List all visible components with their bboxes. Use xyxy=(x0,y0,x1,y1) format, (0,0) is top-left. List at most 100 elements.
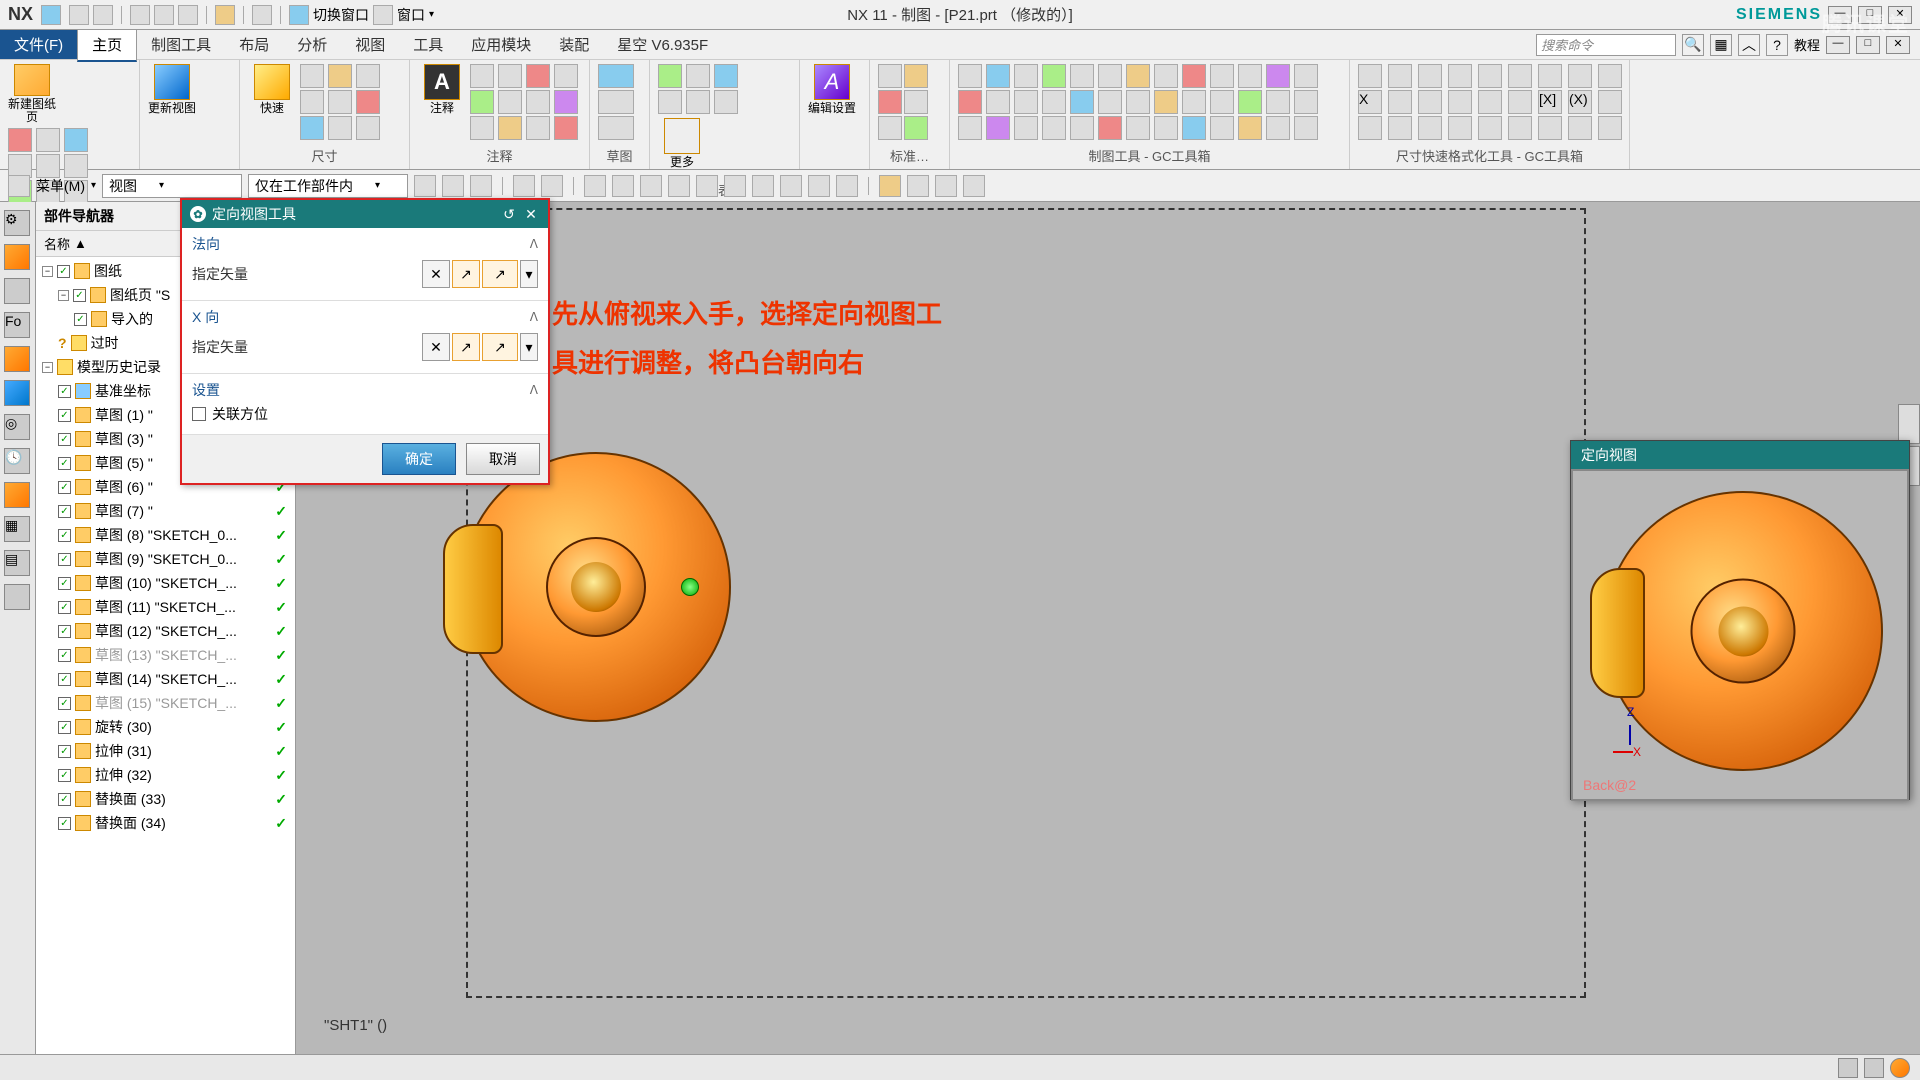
ribbon-icon[interactable] xyxy=(1294,116,1318,140)
ribbon-icon[interactable] xyxy=(1568,116,1592,140)
ribbon-icon[interactable] xyxy=(498,64,522,88)
tab-analysis[interactable]: 分析 xyxy=(283,29,341,60)
right-rail-button[interactable] xyxy=(1898,404,1920,444)
ribbon-icon[interactable] xyxy=(1070,116,1094,140)
ribbon-icon[interactable] xyxy=(686,90,710,114)
tab-tools[interactable]: 工具 xyxy=(399,29,457,60)
ribbon-icon[interactable] xyxy=(1448,64,1472,88)
tab-drafting-tools[interactable]: 制图工具 xyxy=(137,29,225,60)
window-icon[interactable] xyxy=(289,5,309,25)
ribbon-icon[interactable] xyxy=(1210,116,1234,140)
collapse-icon[interactable]: ᐱ xyxy=(530,237,538,251)
rail-icon[interactable]: ◎ xyxy=(4,414,30,440)
ribbon-icon[interactable] xyxy=(1042,64,1066,88)
ribbon-icon[interactable] xyxy=(1598,64,1622,88)
checkbox[interactable]: ✓ xyxy=(58,433,71,446)
ribbon-icon[interactable] xyxy=(598,90,634,114)
ribbon-icon[interactable] xyxy=(554,64,578,88)
ribbon-icon[interactable] xyxy=(1418,90,1442,114)
vector-pick-icon[interactable]: ↗ xyxy=(482,260,518,288)
tree-row[interactable]: ✓草图 (13) "SKETCH_...✓ xyxy=(38,643,293,667)
ribbon-icon[interactable] xyxy=(1126,90,1150,114)
rail-icon[interactable] xyxy=(4,278,30,304)
ribbon-icon[interactable] xyxy=(1266,116,1290,140)
help-icon[interactable]: ? xyxy=(1766,34,1788,56)
ribbon-icon[interactable] xyxy=(1538,64,1562,88)
rapid-button[interactable]: 快速 xyxy=(248,64,296,124)
ribbon-icon[interactable] xyxy=(64,154,88,178)
ribbon-icon[interactable]: X xyxy=(1358,90,1382,114)
orient-view-preview[interactable]: 定向视图 Z X Back@2 xyxy=(1570,440,1910,800)
tree-row[interactable]: ✓草图 (15) "SKETCH_...✓ xyxy=(38,691,293,715)
command-search[interactable]: 搜索命令 xyxy=(1536,34,1676,56)
checkbox[interactable]: ✓ xyxy=(74,313,87,326)
ribbon-icon[interactable] xyxy=(1266,64,1290,88)
gear-icon[interactable]: ⚙ xyxy=(4,210,30,236)
ribbon-icon[interactable]: (X) xyxy=(1568,90,1592,114)
ribbon-icon[interactable] xyxy=(1126,64,1150,88)
rail-icon[interactable] xyxy=(4,346,30,372)
ribbon-icon[interactable] xyxy=(1508,64,1532,88)
ribbon-icon[interactable] xyxy=(1508,116,1532,140)
switch-window-label[interactable]: 切换窗口 xyxy=(313,5,369,25)
vector-pick-icon[interactable]: ↗ xyxy=(482,333,518,361)
window-label[interactable]: 窗口 xyxy=(397,5,425,25)
copy-icon[interactable] xyxy=(154,5,174,25)
tree-row[interactable]: ✓草图 (9) "SKETCH_0...✓ xyxy=(38,547,293,571)
ribbon-icon[interactable] xyxy=(1478,116,1502,140)
tree-row[interactable]: ✓替换面 (33)✓ xyxy=(38,787,293,811)
checkbox[interactable]: ✓ xyxy=(58,481,71,494)
ribbon-icon[interactable] xyxy=(356,64,380,88)
ok-button[interactable]: 确定 xyxy=(382,443,456,475)
toolbar-icon[interactable] xyxy=(963,175,985,197)
ribbon-icon[interactable] xyxy=(1014,90,1038,114)
checkbox[interactable]: ✓ xyxy=(58,817,71,830)
file-menu[interactable]: 文件(F) xyxy=(0,30,77,59)
ribbon-icon[interactable] xyxy=(986,116,1010,140)
vector-auto-icon[interactable]: ↗ xyxy=(452,260,480,288)
model-render-main[interactable] xyxy=(461,452,731,722)
ribbon-icon[interactable] xyxy=(1154,90,1178,114)
ribbon-icon[interactable] xyxy=(1042,90,1066,114)
ribbon-icon[interactable] xyxy=(904,64,928,88)
rail-icon[interactable]: Fo xyxy=(4,312,30,338)
tool-icon[interactable] xyxy=(252,5,272,25)
dialog-titlebar[interactable]: ✿ 定向视图工具 ↺ ✕ xyxy=(182,200,548,228)
rail-icon[interactable] xyxy=(4,584,30,610)
ribbon-icon[interactable] xyxy=(36,154,60,178)
ribbon-icon[interactable] xyxy=(1014,116,1038,140)
search-icon[interactable]: 🔍 xyxy=(1682,34,1704,56)
ribbon-icon[interactable] xyxy=(1294,90,1318,114)
ribbon-icon[interactable] xyxy=(356,90,380,114)
ribbon-icon[interactable] xyxy=(8,128,32,152)
checkbox[interactable]: ✓ xyxy=(58,769,71,782)
ribbon-icon[interactable] xyxy=(878,116,902,140)
toolbar-icon[interactable] xyxy=(513,175,535,197)
ribbon-icon[interactable] xyxy=(1418,64,1442,88)
ribbon-icon[interactable] xyxy=(658,90,682,114)
ribbon-icon[interactable] xyxy=(526,116,550,140)
rail-icon[interactable] xyxy=(4,244,30,270)
checkbox[interactable]: ✓ xyxy=(58,745,71,758)
ribbon-icon[interactable] xyxy=(658,64,682,88)
sort-icon[interactable]: ▲ xyxy=(74,236,87,251)
ribbon-icon[interactable] xyxy=(1598,116,1622,140)
ribbon-icon[interactable] xyxy=(1388,116,1412,140)
vector-auto-icon[interactable]: ↗ xyxy=(452,333,480,361)
ribbon-icon[interactable] xyxy=(1210,64,1234,88)
ribbon-icon[interactable] xyxy=(1388,64,1412,88)
doc-close[interactable]: ✕ xyxy=(1886,36,1910,54)
ribbon-icon[interactable] xyxy=(1182,90,1206,114)
rail-icon[interactable]: ▤ xyxy=(4,550,30,576)
toolbar-icon[interactable] xyxy=(442,175,464,197)
window-dropdown-icon[interactable] xyxy=(373,5,393,25)
checkbox[interactable]: ✓ xyxy=(58,577,71,590)
status-icon[interactable] xyxy=(1890,1058,1910,1078)
toolbar-icon[interactable] xyxy=(612,175,634,197)
tab-assembly[interactable]: 装配 xyxy=(545,29,603,60)
close-icon[interactable]: ✕ xyxy=(522,205,540,223)
ribbon-icon[interactable] xyxy=(328,64,352,88)
section-header[interactable]: 法向ᐱ xyxy=(192,234,538,254)
collapse-icon[interactable]: − xyxy=(42,362,53,373)
ribbon-icon[interactable] xyxy=(986,64,1010,88)
